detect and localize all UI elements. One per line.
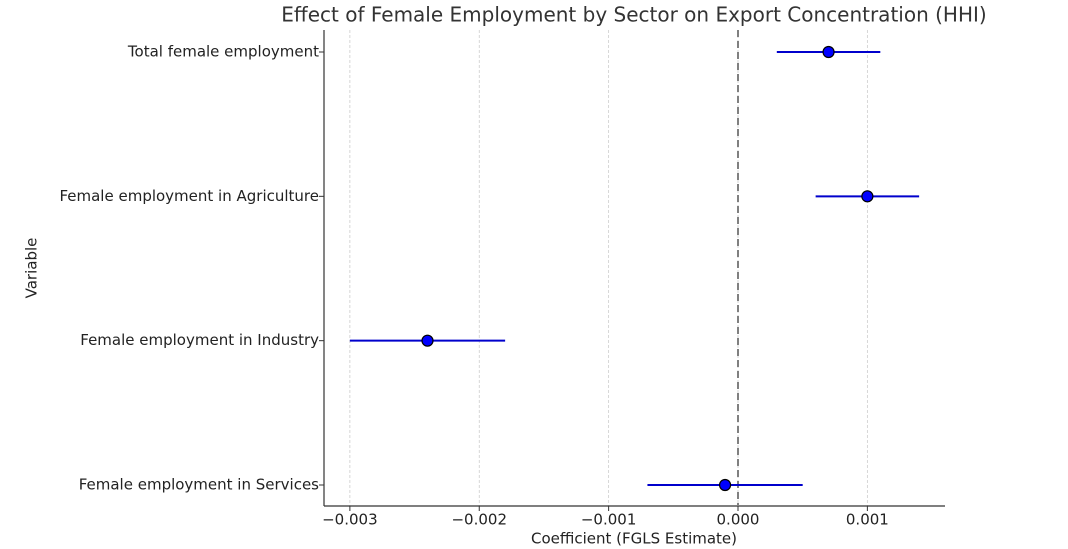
x-axis-label: Coefficient (FGLS Estimate) [531, 530, 737, 548]
x-tick-label: −0.002 [451, 511, 507, 529]
chart-title: Effect of Female Employment by Sector on… [281, 3, 986, 27]
point [718, 478, 732, 492]
y-axis-label: Variable [23, 238, 41, 299]
y-tick-label: Female employment in Services [79, 476, 319, 494]
x-tick-label: 0.000 [717, 511, 760, 529]
x-tick-label: 0.001 [846, 511, 889, 529]
y-tick-label: Female employment in Industry [80, 331, 319, 349]
point [822, 45, 835, 59]
point [421, 334, 434, 347]
point [861, 190, 874, 203]
x-tick-label: −0.003 [322, 511, 378, 529]
x-tick-label: −0.001 [581, 511, 637, 529]
y-tick-label: Female employment in Agriculture [59, 187, 319, 205]
y-tick-label: Total female employment [127, 43, 319, 61]
